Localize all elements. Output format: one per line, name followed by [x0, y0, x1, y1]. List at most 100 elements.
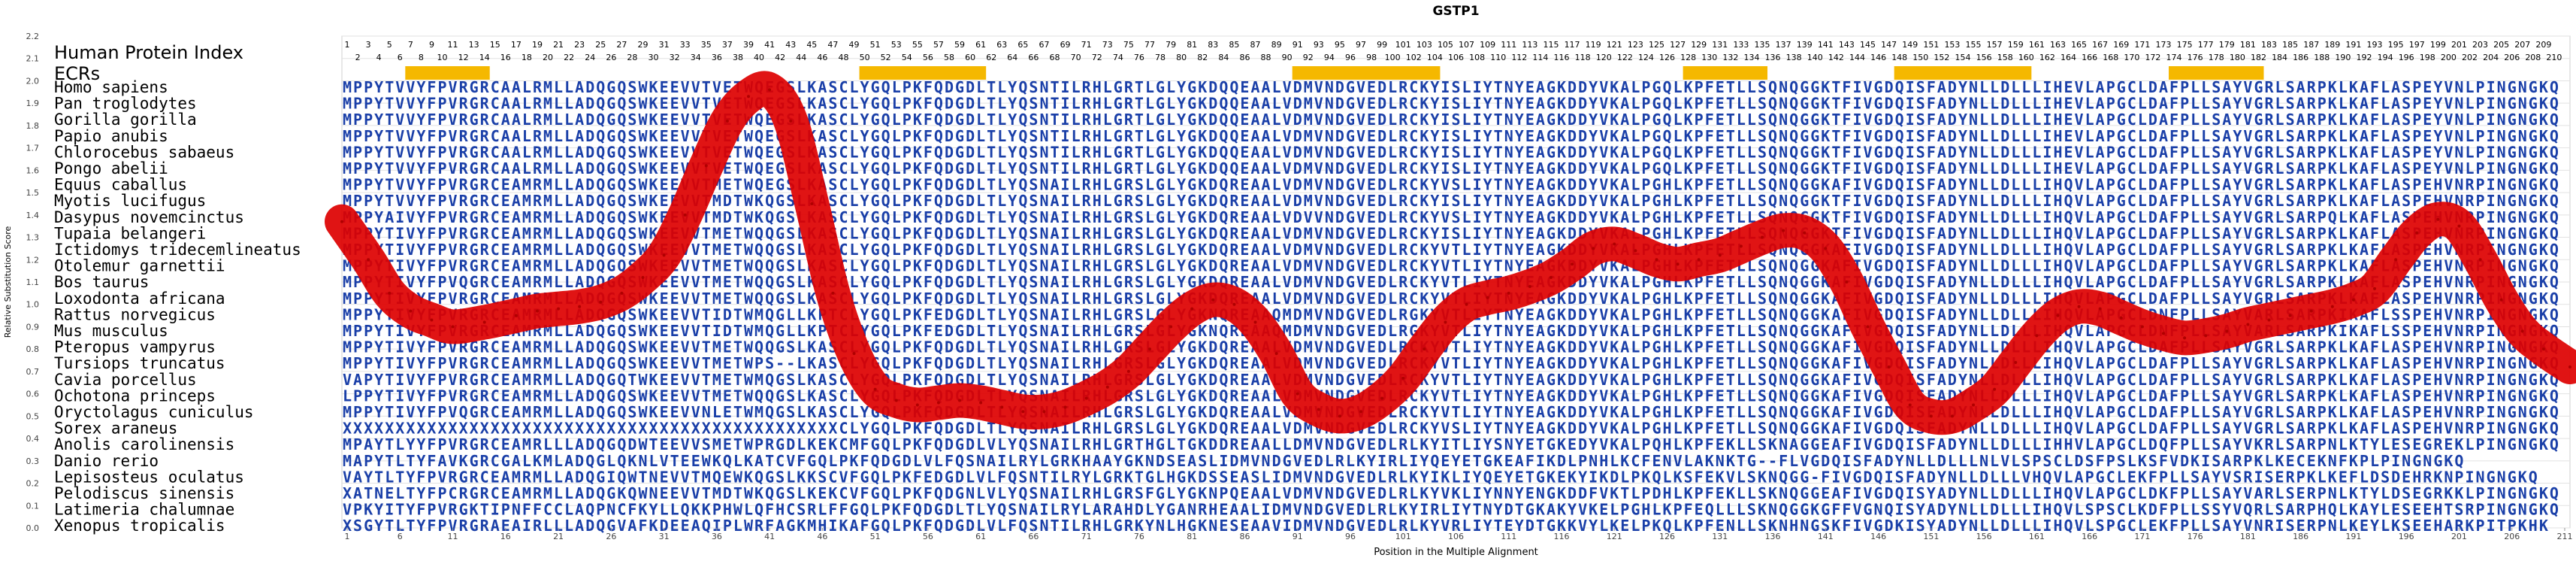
- sequence-residue: T: [1494, 143, 1503, 161]
- sequence-residue: G: [776, 176, 785, 194]
- sequence-residue: F: [2370, 78, 2379, 96]
- sequence-residue: L: [2021, 192, 2030, 210]
- sequence-residue: G: [2117, 403, 2126, 421]
- protein-index-even: 16: [500, 53, 511, 62]
- sequence-residue: I: [2042, 257, 2051, 275]
- protein-index-odd: 81: [1187, 40, 1197, 50]
- sequence-residue: V: [1864, 420, 1873, 438]
- sequence-residue: R: [1398, 127, 1408, 145]
- sequence-residue: L: [1072, 95, 1081, 113]
- sequence-residue: V: [406, 354, 415, 372]
- protein-index-odd: 131: [1712, 40, 1728, 50]
- protein-index-odd: 179: [2219, 40, 2235, 50]
- sequence-residue: R: [2307, 176, 2317, 194]
- sequence-residue: G: [871, 159, 880, 177]
- sequence-residue: L: [1979, 290, 1988, 308]
- sequence-residue: W: [744, 371, 754, 389]
- sequence-residue: Y: [416, 111, 425, 129]
- sequence-residue: A: [1250, 208, 1259, 226]
- sequence-residue: N: [1779, 420, 1788, 438]
- sequence-residue: A: [575, 176, 584, 194]
- sequence-residue: V: [1864, 257, 1873, 275]
- sequence-residue: M: [1304, 257, 1313, 275]
- sequence-residue: M: [1304, 224, 1313, 242]
- sequence-residue: D: [1568, 176, 1577, 194]
- sequence-residue: K: [2349, 224, 2358, 242]
- sequence-residue: A: [1250, 224, 1259, 242]
- protein-index-odd: 159: [2008, 40, 2024, 50]
- sequence-residue: L: [1462, 338, 1471, 356]
- sequence-residue: A: [2222, 354, 2231, 372]
- sequence-residue: H: [1093, 111, 1102, 129]
- sequence-residue: P: [1641, 387, 1650, 405]
- sequence-residue: S: [1029, 224, 1038, 242]
- sequence-residue: D: [1208, 192, 1217, 210]
- sequence-residue: D: [2000, 192, 2009, 210]
- sequence-residue: V: [406, 192, 415, 210]
- sequence-residue: L: [2191, 241, 2200, 259]
- sequence-residue: E: [1367, 241, 1376, 259]
- sequence-residue: L: [1272, 78, 1281, 96]
- sequence-residue: L: [2085, 192, 2094, 210]
- sequence-residue: L: [2021, 78, 2030, 96]
- sequence-residue: V: [1356, 224, 1365, 242]
- sequence-residue: G: [1874, 403, 1883, 421]
- sequence-residue: V: [1356, 371, 1365, 389]
- sequence-residue: G: [1187, 435, 1196, 453]
- sequence-residue: I: [1473, 403, 1482, 421]
- sequence-residue: F: [1927, 95, 1936, 113]
- sequence-residue: R: [480, 192, 490, 210]
- sequence-residue: D: [1578, 78, 1587, 96]
- sequence-residue: L: [1072, 273, 1081, 291]
- sequence-residue: A: [1250, 111, 1259, 129]
- sequence-residue: P: [2180, 95, 2189, 113]
- sequence-residue: A: [818, 354, 827, 372]
- sequence-residue: M: [1283, 305, 1292, 323]
- sequence-residue: S: [786, 241, 795, 259]
- sequence-residue: V: [395, 111, 404, 129]
- sequence-residue: V: [2444, 322, 2453, 340]
- protein-index-odd: 79: [1166, 40, 1176, 50]
- sequence-residue: E: [670, 273, 679, 291]
- sequence-residue: C: [2127, 143, 2136, 161]
- sequence-residue: Y: [1430, 387, 1439, 405]
- sequence-residue: A: [1937, 273, 1946, 291]
- sequence-residue: K: [2328, 241, 2337, 259]
- sequence-residue: L: [892, 354, 901, 372]
- sequence-residue: Q: [1018, 354, 1027, 372]
- species-name: Oryctolagus cuniculus: [54, 403, 254, 421]
- sequence-residue: D: [1335, 224, 1344, 242]
- sequence-residue: L: [1979, 257, 1988, 275]
- protein-index-even: 182: [2251, 53, 2266, 62]
- sequence-residue: G: [1346, 371, 1355, 389]
- sequence-residue: H: [1093, 338, 1102, 356]
- sequence-residue: K: [1684, 143, 1693, 161]
- sequence-residue: S: [1916, 290, 1925, 308]
- sequence-residue: Q: [596, 387, 605, 405]
- sequence-residue: Y: [1958, 305, 1967, 323]
- sequence-residue: F: [1705, 273, 1714, 291]
- sequence-residue: Q: [934, 435, 943, 453]
- sequence-residue: L: [2032, 387, 2041, 405]
- sequence-residue: L: [1673, 322, 1683, 340]
- sequence-residue: P: [2476, 143, 2485, 161]
- sequence-residue: V: [1283, 208, 1292, 226]
- sequence-residue: S: [1451, 159, 1460, 177]
- sequence-residue: L: [1737, 305, 1746, 323]
- sequence-residue: A: [2096, 420, 2105, 438]
- protein-index-odd: 171: [2134, 40, 2150, 50]
- sequence-residue: G: [871, 111, 880, 129]
- sequence-residue: T: [1831, 78, 1840, 96]
- sequence-residue: P: [2317, 338, 2327, 356]
- sequence-residue: D: [1335, 257, 1344, 275]
- sequence-residue: M: [343, 95, 352, 113]
- sequence-residue: L: [1979, 176, 1988, 194]
- sequence-residue: G: [1874, 257, 1883, 275]
- sequence-residue: R: [459, 290, 469, 308]
- sequence-residue: A: [501, 143, 510, 161]
- sequence-residue: Q: [881, 322, 890, 340]
- sequence-residue: A: [1536, 420, 1545, 438]
- sequence-residue: L: [850, 176, 859, 194]
- protein-index-odd: 129: [1691, 40, 1707, 50]
- sequence-residue: V: [1283, 143, 1292, 161]
